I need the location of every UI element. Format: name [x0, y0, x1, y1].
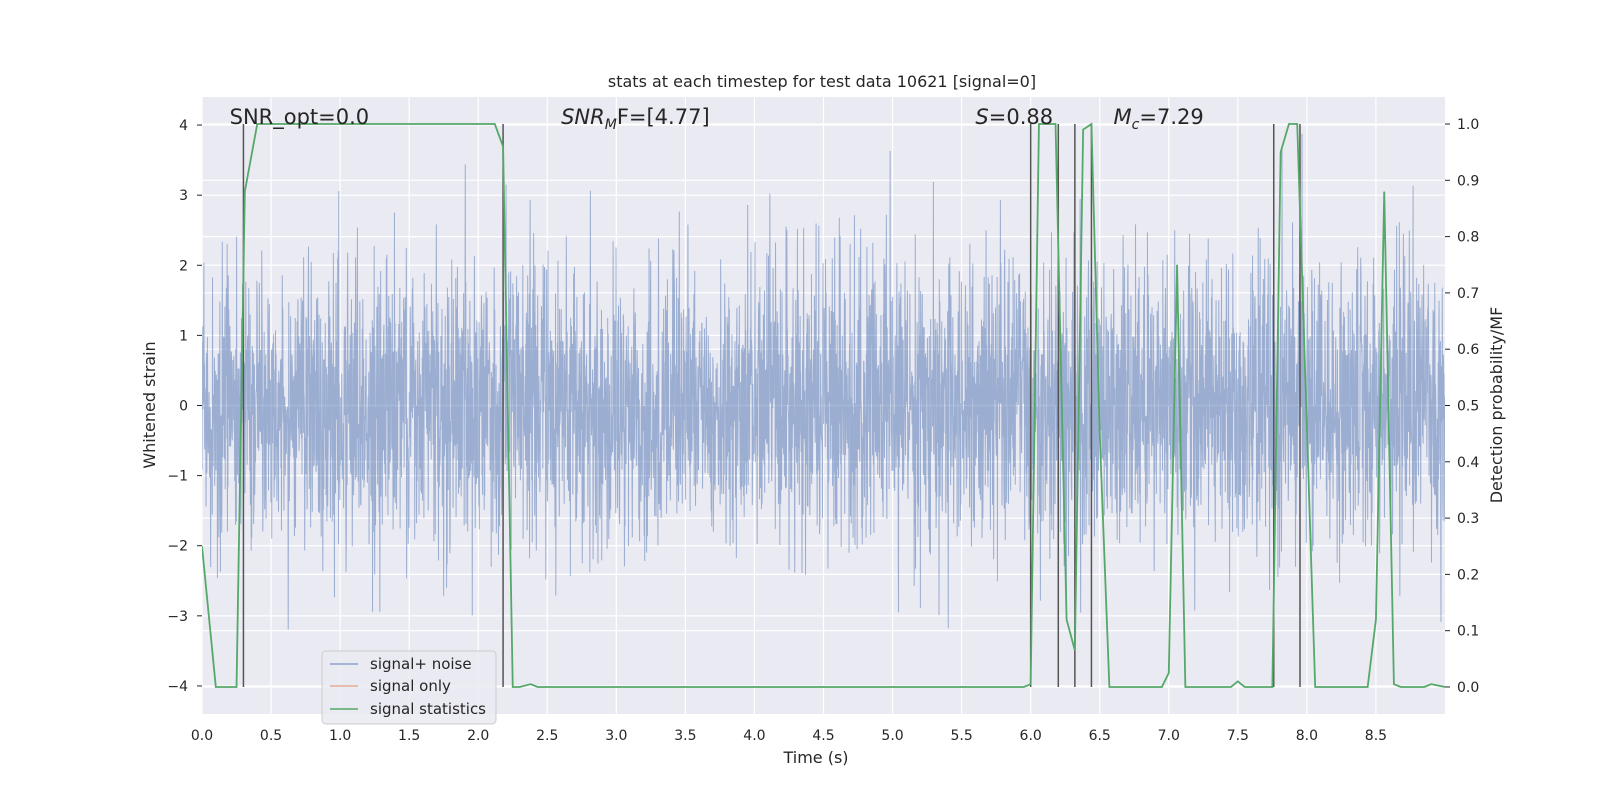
y2-tick-label: 0.9: [1457, 173, 1479, 189]
x-axis-label: Time (s): [782, 748, 848, 767]
legend: signal+ noise signal only signal statist…: [321, 650, 497, 725]
x-tick-label: 6.5: [1089, 728, 1111, 744]
annotations: SNR_opt=0.0 SNRMF=[4.77] S=0.88 Mc=7.29: [230, 105, 1204, 133]
x-tick-label: 4.5: [812, 728, 834, 744]
x-tick-label: 7.5: [1227, 728, 1249, 744]
annotation-text: Mc=7.29: [1114, 105, 1204, 133]
y2-tick-label: 0.8: [1457, 230, 1479, 246]
signal-noise-line: [202, 133, 1445, 630]
y-axis-label: Whitened strain: [140, 341, 159, 468]
y2-tick-label: 0.5: [1457, 399, 1479, 415]
y2-tick-label: 0.3: [1457, 511, 1479, 527]
legend-label-signal-noise: signal+ noise: [370, 655, 472, 673]
annotation-text: SNRMF=[4.77]: [561, 105, 710, 133]
axis-ticks: 0.0 0.5 1.0 1.5 2.0 2.5 3.0 3.5 4.0 4.5 5.0 5.5 6.0 6…: [167, 117, 1479, 744]
chart-title: stats at each timestep for test data 106…: [608, 72, 1036, 91]
y2-tick-label: 0.6: [1457, 342, 1479, 358]
y-tick-label: 3: [179, 188, 188, 204]
legend-box: [321, 650, 497, 725]
x-tick-label: 7.0: [1158, 728, 1180, 744]
y-tick-label: 4: [179, 118, 188, 134]
legend-label-signal-only: signal only: [370, 677, 451, 695]
y-tick-label: −1: [167, 469, 188, 485]
x-tick-label: 5.5: [950, 728, 972, 744]
signal-statistics-series: [202, 122, 1445, 688]
y-tick-label: −2: [167, 539, 188, 555]
y2-tick-label: 1.0: [1457, 117, 1479, 133]
x-tick-label: 4.0: [743, 728, 765, 744]
y-tick-label: 2: [179, 258, 188, 274]
y2-tick-label: 0.2: [1457, 567, 1479, 583]
legend-label-signal-statistics: signal statistics: [370, 700, 486, 718]
signal-statistics-line: [202, 122, 1445, 688]
x-tick-label: 3.5: [674, 728, 696, 744]
y2-tick-label: 0.1: [1457, 624, 1479, 640]
plot-content: [202, 122, 1445, 688]
annotation-text: SNR_opt=0.0: [230, 105, 370, 130]
y-tick-label: 0: [179, 399, 188, 415]
x-tick-label: 3.0: [605, 728, 627, 744]
x-tick-label: 8.0: [1296, 728, 1318, 744]
y-tick-label: 1: [179, 328, 188, 344]
x-tick-label: 2.0: [467, 728, 489, 744]
y2-tick-label: 0.7: [1457, 286, 1479, 302]
x-tick-label: 0.5: [260, 728, 282, 744]
y2-tick-label: 0.0: [1457, 680, 1479, 696]
y2-axis-label: Detection probability/MF: [1487, 307, 1506, 504]
x-tick-label: 5.0: [881, 728, 903, 744]
x-tick-label: 1.0: [329, 728, 351, 744]
y-tick-label: −3: [167, 609, 188, 625]
y2-tick-label: 0.4: [1457, 455, 1479, 471]
signal-noise-series: [202, 133, 1445, 630]
annotation-text: S=0.88: [975, 105, 1053, 129]
y-tick-label: −4: [167, 679, 188, 695]
x-tick-label: 0.0: [191, 728, 213, 744]
x-tick-label: 6.0: [1020, 728, 1042, 744]
x-tick-label: 8.5: [1365, 728, 1387, 744]
x-tick-label: 2.5: [536, 728, 558, 744]
x-tick-label: 1.5: [398, 728, 420, 744]
